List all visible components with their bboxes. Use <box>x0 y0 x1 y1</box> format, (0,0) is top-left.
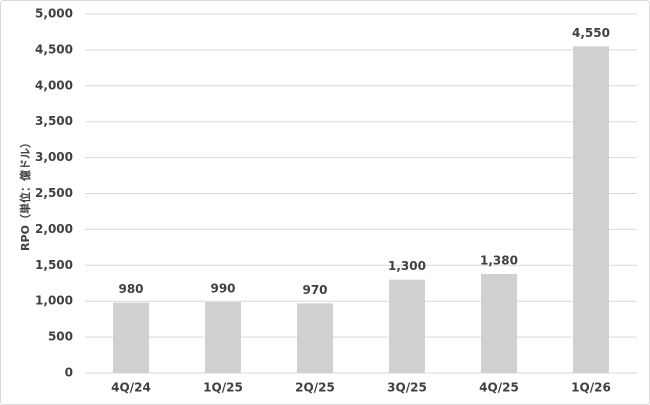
x-tick-label: 3Q/25 <box>387 381 427 395</box>
y-tick-label: 1,500 <box>35 258 73 272</box>
y-tick-label: 4,500 <box>35 42 73 56</box>
y-tick-label: 5,000 <box>35 7 73 21</box>
x-tick-label: 4Q/24 <box>111 381 151 395</box>
bar <box>573 46 609 374</box>
y-tick-label: 0 <box>65 366 73 380</box>
bar <box>113 302 149 373</box>
data-label: 1,380 <box>480 253 518 267</box>
x-tick-label: 1Q/26 <box>571 381 611 395</box>
y-tick-label: 1,000 <box>35 294 73 308</box>
data-label: 970 <box>302 283 327 297</box>
y-tick-label: 2,000 <box>35 222 73 236</box>
y-axis-label: RPO（単位：億ドル） <box>18 137 32 251</box>
x-tick-label: 2Q/25 <box>295 381 335 395</box>
bar <box>205 301 241 373</box>
x-tick-label: 4Q/25 <box>479 381 519 395</box>
y-tick-label: 500 <box>48 330 73 344</box>
bar <box>389 279 425 373</box>
y-tick-label: 2,500 <box>35 186 73 200</box>
data-label: 990 <box>210 281 235 295</box>
bar <box>481 273 517 373</box>
y-tick-label: 4,000 <box>35 78 73 92</box>
bar <box>297 303 333 373</box>
data-label: 980 <box>118 282 143 296</box>
x-tick-label: 1Q/25 <box>203 381 243 395</box>
y-tick-label: 3,500 <box>35 114 73 128</box>
data-label: 1,300 <box>388 259 426 273</box>
y-tick-label: 3,000 <box>35 150 73 164</box>
data-label: 4,550 <box>572 26 610 40</box>
